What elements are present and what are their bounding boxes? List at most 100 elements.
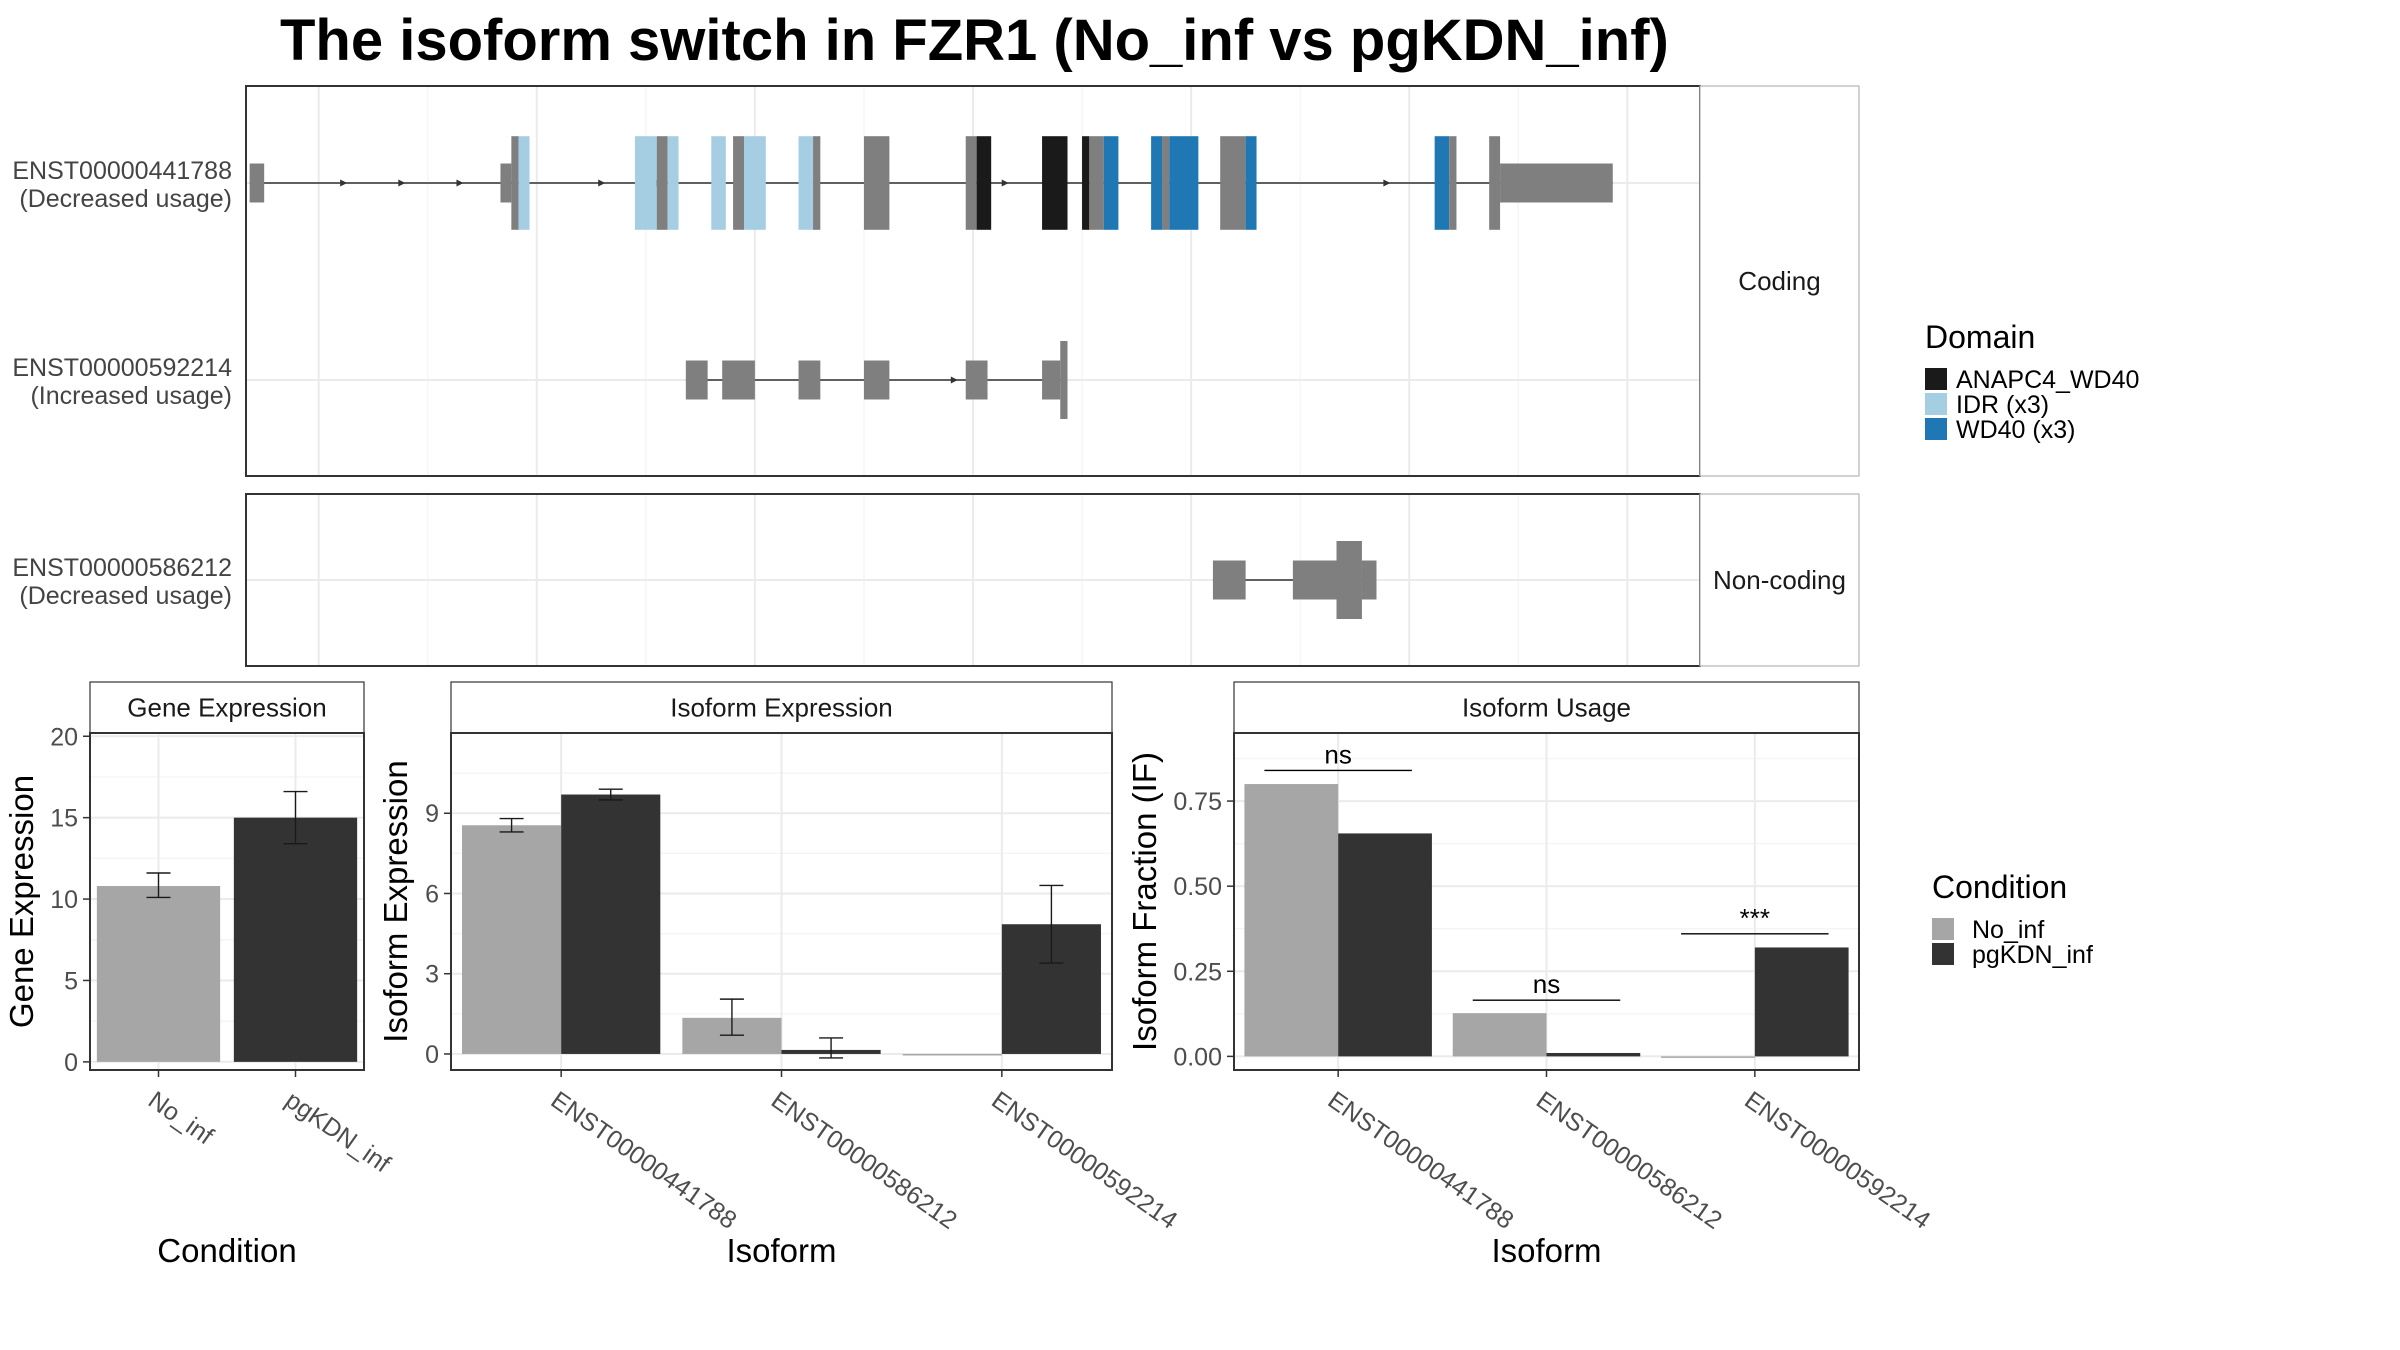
strand-arrow-icon (398, 179, 406, 187)
exon-block (1162, 136, 1170, 230)
legend-key-wd40 (1925, 418, 1947, 440)
exon-block (798, 360, 821, 400)
domain-block-idr (743, 136, 766, 230)
domain-block-idr (634, 136, 657, 230)
strand-arrow-icon (456, 179, 464, 187)
legend-key-idr (1925, 393, 1947, 415)
transcript-usage-label: (Decreased usage) (19, 582, 232, 610)
legend-key-pgkdn_inf (1932, 943, 1954, 965)
y-tick-label: 0.50 (1173, 873, 1222, 901)
facet-strip-box (1699, 493, 1860, 667)
x-tick-label: ENST00000592214 (1739, 1086, 1935, 1235)
strand-arrow-icon (1001, 179, 1009, 187)
domain-block-idr (798, 136, 814, 230)
exon-block (1336, 541, 1362, 619)
significance-label: ns (1324, 739, 1351, 769)
legend-label: ANAPC4_WD40 (1956, 366, 2139, 394)
significance-label: ns (1533, 969, 1560, 999)
exon-block (511, 136, 519, 230)
exon-block (1449, 136, 1457, 230)
y-axis-title: Isoform Expression (377, 760, 414, 1042)
transcript-id-label: ENST00000586212 (12, 554, 232, 582)
legend-label: WD40 (x3) (1956, 416, 2075, 444)
y-axis-title: Isoform Fraction (IF) (1126, 752, 1163, 1051)
bar-pgKDN_inf (1546, 1052, 1641, 1057)
x-axis-title: Condition (157, 1232, 296, 1269)
x-tick-label: pgKDN_inf (280, 1086, 395, 1178)
strand-arrow-icon (950, 376, 958, 384)
y-tick-label: 6 (425, 880, 439, 908)
exon-block (685, 360, 708, 400)
exon-block (500, 163, 512, 203)
bar-pgKDN_inf (1338, 833, 1432, 1057)
exon-block (1361, 560, 1377, 600)
transcript-usage-label: (Increased usage) (30, 382, 232, 410)
domain-block-wd40 (1103, 136, 1119, 230)
bar-panel-border (89, 732, 365, 1071)
x-tick-label: ENST00000586212 (1531, 1086, 1727, 1235)
domain-legend-title: Domain (1925, 319, 2035, 355)
bar-No_inf (462, 825, 562, 1054)
x-tick-label: ENST00000441788 (1323, 1086, 1519, 1235)
transcript-id-label: ENST00000441788 (12, 157, 232, 185)
exon-block (813, 136, 821, 230)
exon-block (1060, 341, 1068, 419)
bar-No_inf (902, 1053, 1002, 1056)
y-tick-label: 9 (425, 800, 439, 828)
exon-block (1089, 136, 1104, 230)
domain-block-anapc4_wd40 (1082, 136, 1090, 230)
legend-key-no_inf (1932, 918, 1954, 940)
y-tick-label: 0 (425, 1041, 439, 1069)
x-axis-title: Isoform (726, 1232, 836, 1269)
legend-key-anapc4_wd40 (1925, 368, 1947, 390)
bar-pgKDN_inf (1754, 947, 1849, 1057)
x-tick-label: ENST00000592214 (986, 1086, 1182, 1235)
panel-strip-label: Gene Expression (127, 693, 326, 723)
domain-block-anapc4_wd40 (1042, 136, 1068, 230)
y-tick-label: 3 (425, 961, 439, 989)
significance-label: *** (1740, 903, 1770, 933)
y-tick-label: 0.75 (1173, 788, 1222, 816)
x-tick-label: No_inf (143, 1086, 218, 1150)
transcript-id-label: ENST00000592214 (12, 354, 232, 382)
y-tick-label: 15 (50, 805, 78, 833)
exon-block (863, 136, 890, 230)
facet-strip-label: Coding (1738, 266, 1820, 296)
panel-strip-label: Isoform Usage (1462, 693, 1631, 723)
exon-block (863, 360, 890, 400)
exon-block (1042, 360, 1061, 400)
bar-No_inf (96, 886, 221, 1062)
exon-block (1212, 560, 1246, 600)
plot-layer: ENST00000441788(Decreased usage)ENST0000… (3, 85, 2139, 1269)
strand-arrow-icon (1383, 179, 1391, 187)
facet-strip-box (1699, 85, 1860, 477)
facet-strip-label: Non-coding (1713, 565, 1846, 595)
exon-block (1489, 136, 1501, 230)
strand-arrow-icon (598, 179, 606, 187)
exon-block (1292, 560, 1337, 600)
panel-strip-label-box (450, 681, 1113, 734)
exon-block (249, 163, 265, 203)
strand-arrow-icon (340, 179, 348, 187)
exon-block (1500, 163, 1613, 203)
exon-block (722, 360, 755, 400)
bar-No_inf (1661, 1056, 1755, 1058)
exon-block (1220, 136, 1246, 230)
exon-block (656, 136, 668, 230)
domain-block-wd40 (1245, 136, 1257, 230)
y-tick-label: 10 (50, 886, 78, 914)
exon-block (965, 136, 977, 230)
figure-title: The isoform switch in FZR1 (No_inf vs pg… (280, 8, 1669, 73)
y-tick-label: 0.00 (1173, 1043, 1222, 1071)
x-tick-label: ENST00000441788 (546, 1086, 742, 1235)
domain-block-wd40 (1151, 136, 1163, 230)
transcript-usage-label: (Decreased usage) (19, 185, 232, 213)
legend-label: IDR (x3) (1956, 391, 2049, 419)
domain-block-idr (711, 136, 726, 230)
y-tick-label: 5 (64, 967, 78, 995)
y-tick-label: 0.25 (1173, 958, 1222, 986)
bar-No_inf (1452, 1013, 1547, 1057)
domain-block-wd40 (1434, 136, 1450, 230)
bar-pgKDN_inf (233, 817, 358, 1062)
